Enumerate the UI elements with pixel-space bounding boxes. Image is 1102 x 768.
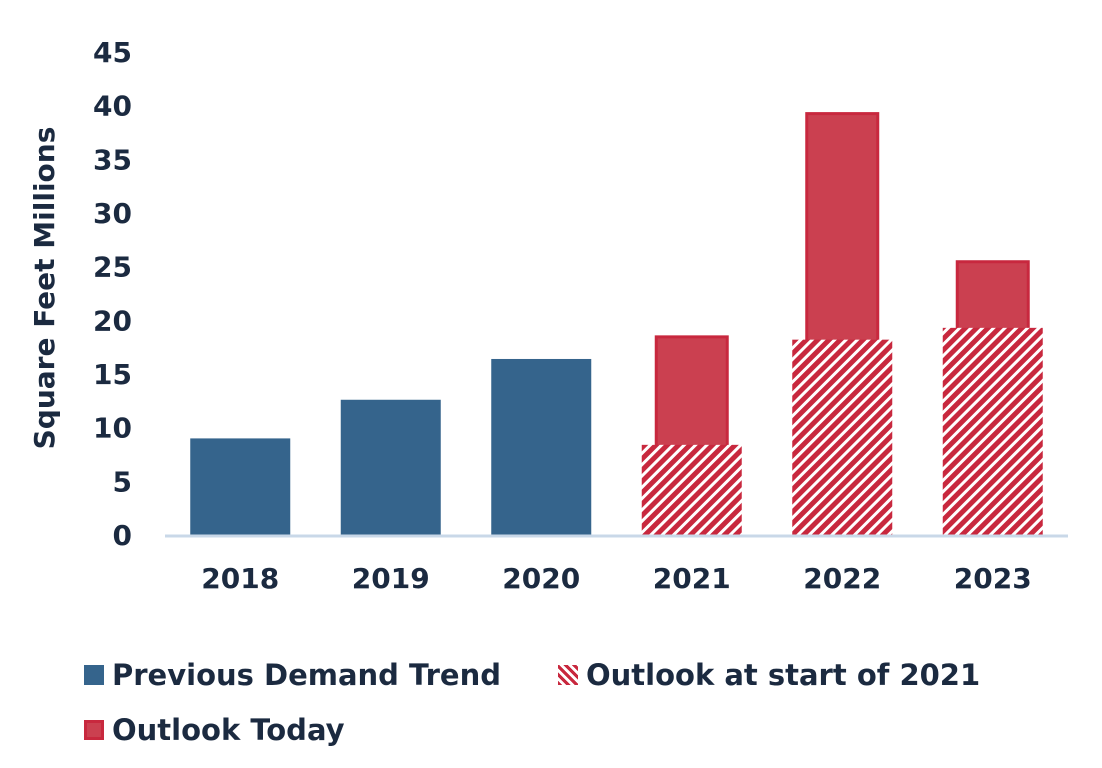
- y-tick-label: 25: [93, 251, 132, 284]
- legend-item-outlook-today: Outlook Today: [84, 713, 345, 747]
- y-tick-label: 5: [113, 465, 132, 498]
- x-tick-label: 2023: [954, 562, 1032, 595]
- bar-previous-demand-2019: [340, 399, 441, 535]
- bar-outlook-start-2021-2023: [942, 327, 1043, 535]
- legend-swatch-outlook-today: [84, 720, 104, 740]
- legend-label-outlook-start-2021: Outlook at start of 2021: [586, 658, 981, 692]
- y-tick-label: 0: [113, 519, 132, 552]
- y-tick-label: 15: [93, 358, 132, 391]
- bar-outlook-start-2021-2022: [792, 339, 893, 535]
- bar-chart: Square Feet Millions 051015202530354045 …: [28, 36, 1068, 595]
- y-tick-label: 20: [93, 304, 132, 337]
- bar-outlook-start-2021-2021: [641, 444, 742, 535]
- legend-swatch-previous-demand-trend: [84, 665, 104, 685]
- x-tick-label: 2020: [502, 562, 580, 595]
- y-tick-label: 35: [93, 143, 132, 176]
- legend-label-outlook-today: Outlook Today: [112, 713, 345, 747]
- x-tick-label: 2022: [803, 562, 881, 595]
- bar-previous-demand-2020: [491, 358, 592, 535]
- y-tick-label: 30: [93, 197, 132, 230]
- legend-item-outlook-start-2021: Outlook at start of 2021: [558, 658, 980, 692]
- bar-previous-demand-2018: [190, 438, 291, 535]
- x-tick-label: 2021: [653, 562, 731, 595]
- y-axis-label: Square Feet Millions: [28, 127, 61, 450]
- y-tick-label: 40: [93, 90, 132, 123]
- x-tick-label: 2019: [352, 562, 430, 595]
- legend-label-previous-demand-trend: Previous Demand Trend: [112, 658, 501, 692]
- legend-swatch-outlook-start-2021: [558, 665, 578, 685]
- x-tick-label: 2018: [201, 562, 279, 595]
- y-tick-label: 10: [93, 412, 132, 445]
- legend-item-previous-demand-trend: Previous Demand Trend: [84, 658, 501, 692]
- y-tick-label: 45: [93, 36, 132, 69]
